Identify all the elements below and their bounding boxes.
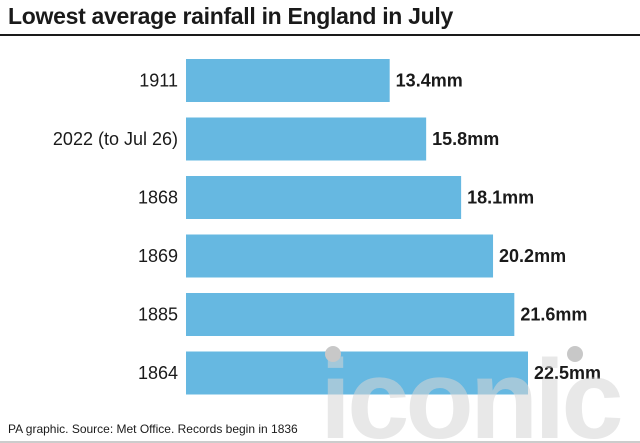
category-label-1: 2022 (to Jul 26) [53,129,178,149]
category-label-4: 1885 [138,305,178,325]
value-label-4: 21.6mm [520,305,587,325]
bar-0 [186,59,390,102]
bar-5 [186,351,528,395]
bar-3 [186,234,494,278]
bottom-rule [0,441,640,443]
value-label-0: 13.4mm [396,71,463,91]
category-label-2: 1868 [138,188,178,208]
category-label-3: 1869 [138,246,178,266]
category-label-0: 1911 [139,71,178,91]
value-label-5: 22.5mm [534,363,601,383]
bar-4 [186,293,515,336]
title-rule [0,34,640,36]
chart-title: Lowest average rainfall in England in Ju… [8,3,453,29]
value-label-2: 18.1mm [467,188,534,208]
category-label-5: 1864 [138,363,178,383]
value-label-3: 20.2mm [499,246,566,266]
bar-2 [186,176,462,219]
bar-1 [186,117,427,161]
source-note: PA graphic. Source: Met Office. Records … [8,422,298,436]
value-label-1: 15.8mm [432,129,499,149]
